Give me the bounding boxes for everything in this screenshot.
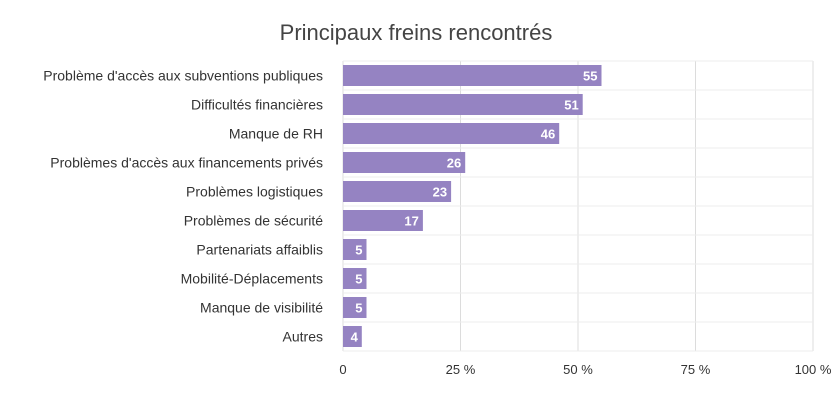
grid-layer xyxy=(342,60,814,352)
bar-data-label: 5 xyxy=(355,272,362,287)
category-label: Autres xyxy=(283,329,323,345)
bar-data-label: 5 xyxy=(355,301,362,316)
category-label: Partenariats affaiblis xyxy=(196,242,323,258)
category-label: Problèmes de sécurité xyxy=(184,213,324,229)
bar xyxy=(343,94,583,115)
category-labels: Problème d'accès aux subventions publiqu… xyxy=(43,68,323,345)
category-label: Manque de RH xyxy=(229,126,323,142)
bar xyxy=(343,297,367,318)
bar-data-label: 4 xyxy=(351,330,359,345)
bar xyxy=(343,123,560,144)
category-label: Mobilité-Déplacements xyxy=(181,271,323,287)
bar-data-label: 23 xyxy=(433,185,447,200)
category-label: Manque de visibilité xyxy=(200,300,323,316)
x-tick-label: 25 % xyxy=(446,362,476,377)
bar xyxy=(343,210,423,231)
category-label: Problèmes logistiques xyxy=(186,184,323,200)
x-tick-label: 100 % xyxy=(795,362,832,377)
bar xyxy=(343,239,367,260)
bar-data-label: 5 xyxy=(355,243,362,258)
x-tick-label: 0 xyxy=(339,362,346,377)
bar-data-label: 51 xyxy=(564,98,578,113)
x-tick-label: 50 % xyxy=(563,362,593,377)
x-tick-labels: 0 25 % 50 % 75 % 100 % xyxy=(339,362,831,377)
bar-data-label: 26 xyxy=(447,156,461,171)
bar xyxy=(343,181,452,202)
category-label: Difficultés financières xyxy=(191,97,323,113)
bar-data-label: 17 xyxy=(404,214,418,229)
bar-data-label: 46 xyxy=(541,127,555,142)
bar xyxy=(343,152,466,173)
chart-title: Principaux freins rencontrés xyxy=(280,20,553,45)
category-label: Problème d'accès aux subventions publiqu… xyxy=(43,68,323,84)
bar xyxy=(343,326,362,347)
x-tick-label: 75 % xyxy=(681,362,711,377)
bar xyxy=(343,65,602,86)
bar xyxy=(343,268,367,289)
category-label: Problèmes d'accès aux financements privé… xyxy=(50,155,323,171)
bar-data-label: 55 xyxy=(583,69,597,84)
